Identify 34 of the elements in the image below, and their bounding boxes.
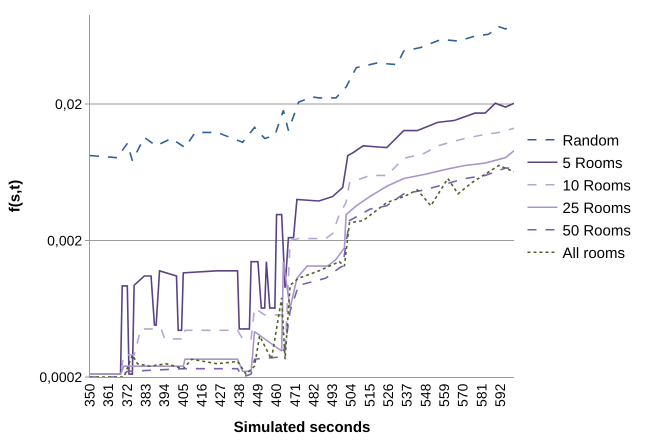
- legend-label: All rooms: [562, 245, 625, 262]
- legend-label: Random: [562, 132, 620, 150]
- y-tick-label: 0,02: [54, 96, 82, 112]
- x-tick-label: 405: [174, 383, 191, 407]
- x-tick-label: 372: [118, 383, 135, 407]
- x-axis-title: Simulated seconds: [234, 418, 370, 436]
- x-tick-label: 493: [324, 383, 340, 407]
- x-tick-label: 460: [268, 383, 284, 407]
- x-tick-label: 449: [249, 383, 266, 407]
- x-tick-label: 427: [212, 383, 228, 407]
- x-tick-label: 592: [492, 383, 508, 407]
- x-tick-label: 416: [193, 383, 210, 407]
- x-tick-label: 515: [361, 383, 378, 407]
- x-tick-label: 482: [305, 383, 322, 407]
- y-tick-label: 0,002: [47, 232, 82, 248]
- x-tick-label: 537: [398, 383, 415, 407]
- x-tick-label: 559: [436, 383, 452, 407]
- x-tick-label: 504: [342, 383, 359, 407]
- x-tick-label: 526: [380, 383, 396, 407]
- x-tick-label: 581: [473, 383, 490, 407]
- x-tick-label: 548: [417, 383, 434, 407]
- y-axis-title: f(s,t): [6, 180, 24, 212]
- legend-label: 10 Rooms: [562, 178, 631, 195]
- legend-label: 5 Rooms: [562, 155, 623, 172]
- y-tick-label: 0,0002: [39, 368, 82, 385]
- x-tick-label: 383: [138, 383, 154, 407]
- legend-label: 50 Rooms: [562, 222, 631, 240]
- x-tick-label: 438: [230, 383, 247, 407]
- x-tick-label: 361: [100, 383, 116, 407]
- x-tick-label: 471: [286, 383, 303, 407]
- legend-label: 25 Rooms: [562, 200, 631, 218]
- x-tick-label: 394: [156, 383, 172, 407]
- x-tick-label: 570: [454, 383, 471, 407]
- x-tick-label: 350: [82, 383, 98, 407]
